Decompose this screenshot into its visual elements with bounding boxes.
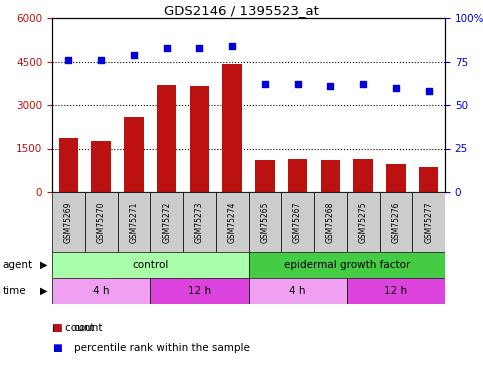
Bar [412,192,445,252]
Point [65,57,72,63]
Bar [288,159,308,192]
Bar [314,192,347,252]
Bar [52,278,150,304]
Bar [255,160,275,192]
Bar [353,159,373,192]
Point [97,57,105,63]
Text: GSM75270: GSM75270 [97,201,106,243]
Text: GDS2146 / 1395523_at: GDS2146 / 1395523_at [164,4,319,17]
Text: control: control [132,260,169,270]
Text: GSM75274: GSM75274 [227,201,237,243]
Text: agent: agent [2,260,32,270]
Text: ■ count: ■ count [52,323,95,333]
Text: GSM75267: GSM75267 [293,201,302,243]
Bar [248,252,445,278]
Text: ▶: ▶ [40,286,47,296]
Point [359,81,367,87]
Text: ▶: ▶ [40,260,47,270]
Text: GSM75272: GSM75272 [162,201,171,243]
Bar [321,160,340,192]
Text: ■: ■ [52,343,62,353]
Point [130,51,138,57]
Bar [85,192,117,252]
Text: ■: ■ [52,323,62,333]
Text: GSM75273: GSM75273 [195,201,204,243]
Point [228,43,236,49]
Bar [189,86,209,192]
Text: GSM75269: GSM75269 [64,201,73,243]
Bar [124,117,144,192]
Bar [91,141,111,192]
Text: 4 h: 4 h [93,286,109,296]
Bar [347,278,445,304]
Point [163,45,170,51]
Bar [52,252,248,278]
Text: GSM75271: GSM75271 [129,201,138,243]
Bar [347,192,380,252]
Bar [380,192,412,252]
Bar [150,192,183,252]
Text: 12 h: 12 h [188,286,211,296]
Text: 12 h: 12 h [384,286,408,296]
Text: count: count [74,323,103,333]
Text: epidermal growth factor: epidermal growth factor [284,260,410,270]
Text: percentile rank within the sample: percentile rank within the sample [74,343,250,353]
Text: GSM75268: GSM75268 [326,201,335,243]
Bar [248,192,281,252]
Bar [216,192,248,252]
Text: time: time [2,286,26,296]
Bar [248,278,347,304]
Bar [157,85,176,192]
Bar [386,165,406,192]
Bar [419,167,439,192]
Point [425,88,432,94]
Bar [52,192,85,252]
Bar [58,138,78,192]
Bar [222,64,242,192]
Point [261,81,269,87]
Text: GSM75275: GSM75275 [358,201,368,243]
Text: GSM75265: GSM75265 [260,201,270,243]
Point [196,45,203,51]
Point [327,83,334,89]
Bar [117,192,150,252]
Text: 4 h: 4 h [289,286,306,296]
Point [294,81,301,87]
Text: GSM75276: GSM75276 [391,201,400,243]
Bar [183,192,216,252]
Bar [150,278,248,304]
Point [392,85,400,91]
Bar [281,192,314,252]
Text: GSM75277: GSM75277 [424,201,433,243]
